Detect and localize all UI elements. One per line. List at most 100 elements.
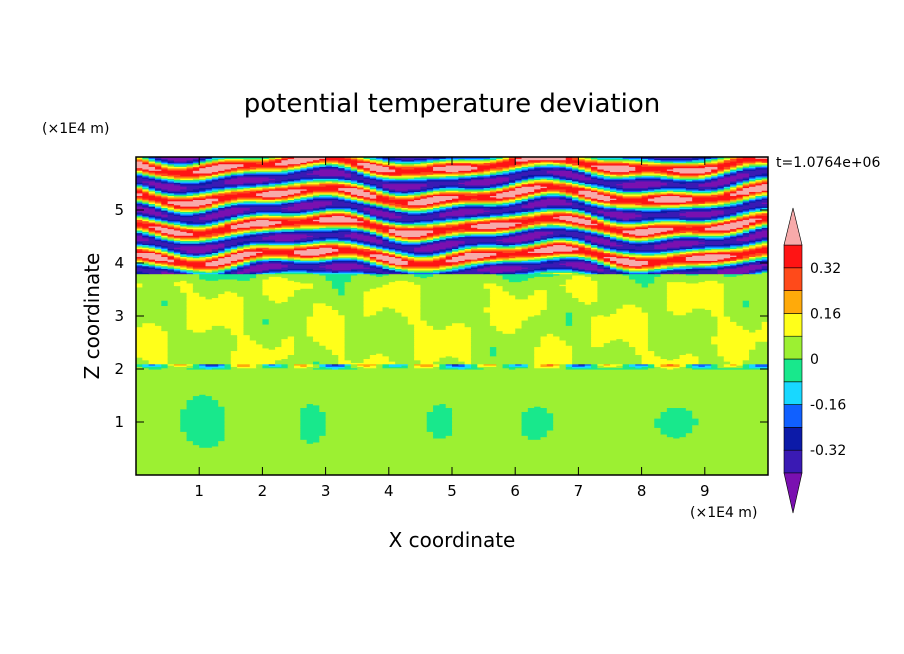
contour-cell — [489, 304, 548, 306]
contour-cell — [572, 241, 579, 244]
contour-cell — [439, 264, 453, 267]
contour-cell — [369, 228, 377, 231]
contour-cell — [167, 247, 175, 250]
contour-cell — [584, 228, 592, 231]
contour-cell — [262, 261, 282, 264]
contour-cell — [224, 268, 232, 271]
contour-cell — [597, 206, 605, 208]
contour-cell — [559, 260, 586, 263]
contour-cell — [407, 200, 440, 203]
contour-cell — [382, 259, 403, 261]
contour-cell — [395, 266, 403, 269]
contour-cell — [218, 227, 232, 230]
contour-cell — [597, 217, 605, 220]
contour-cell — [344, 195, 352, 198]
contour-cell — [230, 270, 238, 273]
contour-cell — [470, 259, 485, 261]
contour-cell — [477, 263, 485, 265]
contour-cell — [414, 346, 472, 349]
contour-cell — [319, 436, 434, 439]
contour-cell — [654, 236, 662, 239]
contour-cell — [723, 237, 731, 240]
contour-cell — [306, 192, 314, 195]
contour-cell — [553, 232, 586, 235]
contour-cell — [704, 365, 712, 367]
contour-cell — [414, 363, 434, 366]
contour-cell — [420, 289, 491, 292]
contour-cell — [445, 208, 459, 211]
contour-cell — [692, 424, 768, 427]
contour-cell — [742, 200, 750, 203]
contour-cell — [496, 257, 510, 260]
contour-cell — [300, 420, 327, 423]
contour-cell — [142, 259, 150, 261]
contour-cell — [136, 412, 181, 415]
contour-cell — [540, 272, 554, 275]
contour-cell — [622, 196, 643, 199]
contour-cell — [325, 412, 428, 415]
contour-cell — [508, 280, 523, 283]
contour-cell — [268, 363, 276, 366]
contour-cell — [331, 286, 346, 289]
contour-cell — [167, 366, 194, 369]
contour-cell — [685, 255, 693, 257]
contour-cell — [723, 268, 756, 271]
contour-cell — [553, 231, 579, 234]
contour-cell — [294, 346, 327, 349]
contour-cell — [136, 321, 188, 324]
contour-cell — [521, 202, 529, 204]
contour-cell — [382, 261, 390, 264]
contour-cell — [597, 248, 605, 251]
contour-cell — [256, 210, 282, 212]
contour-cell — [249, 278, 263, 281]
contour-cell — [553, 211, 567, 214]
contour-cell — [584, 301, 592, 304]
contour-cell — [647, 284, 668, 287]
contour-cell — [331, 353, 346, 356]
contour-cell — [464, 253, 497, 256]
contour-cell — [281, 221, 371, 224]
contour-cell — [458, 236, 497, 239]
contour-cell — [161, 248, 169, 251]
contour-cell — [470, 264, 478, 267]
contour-cell — [477, 243, 497, 246]
contour-cell — [306, 216, 314, 219]
contour-cell — [338, 357, 346, 359]
contour-cell — [331, 202, 352, 204]
contour-cell — [445, 257, 453, 260]
contour-cell — [211, 239, 219, 242]
contour-cell — [565, 244, 573, 247]
contour-cell — [534, 270, 542, 273]
contour-cell — [136, 325, 143, 328]
contour-cell — [470, 338, 542, 341]
contour-cell — [540, 345, 573, 348]
contour-cell — [161, 221, 169, 224]
contour-cell — [426, 319, 491, 322]
contour-cell — [388, 248, 396, 251]
contour-cell — [591, 241, 598, 244]
contour-cell — [603, 236, 611, 239]
contour-cell — [616, 194, 624, 197]
contour-cell — [192, 443, 219, 446]
contour-cell — [262, 365, 270, 367]
contour-cell — [237, 338, 251, 341]
contour-cell — [521, 204, 548, 207]
contour-cell — [344, 357, 371, 359]
contour-cell — [603, 363, 611, 366]
contour-cell — [136, 343, 169, 346]
contour-cell — [256, 365, 263, 367]
contour-cell — [489, 321, 523, 324]
contour-cell — [755, 252, 768, 255]
contour-cell — [161, 211, 169, 214]
contour-cell — [692, 425, 768, 428]
contour-cell — [376, 259, 384, 261]
contour-cell — [527, 224, 535, 227]
contour-cell — [369, 256, 377, 259]
contour-cell — [660, 251, 674, 253]
contour-cell — [730, 231, 737, 234]
contour-cell — [287, 337, 295, 340]
contour-cell — [325, 428, 428, 431]
contour-cell — [224, 435, 301, 438]
contour-cell — [452, 198, 472, 200]
contour-cell — [439, 208, 447, 211]
